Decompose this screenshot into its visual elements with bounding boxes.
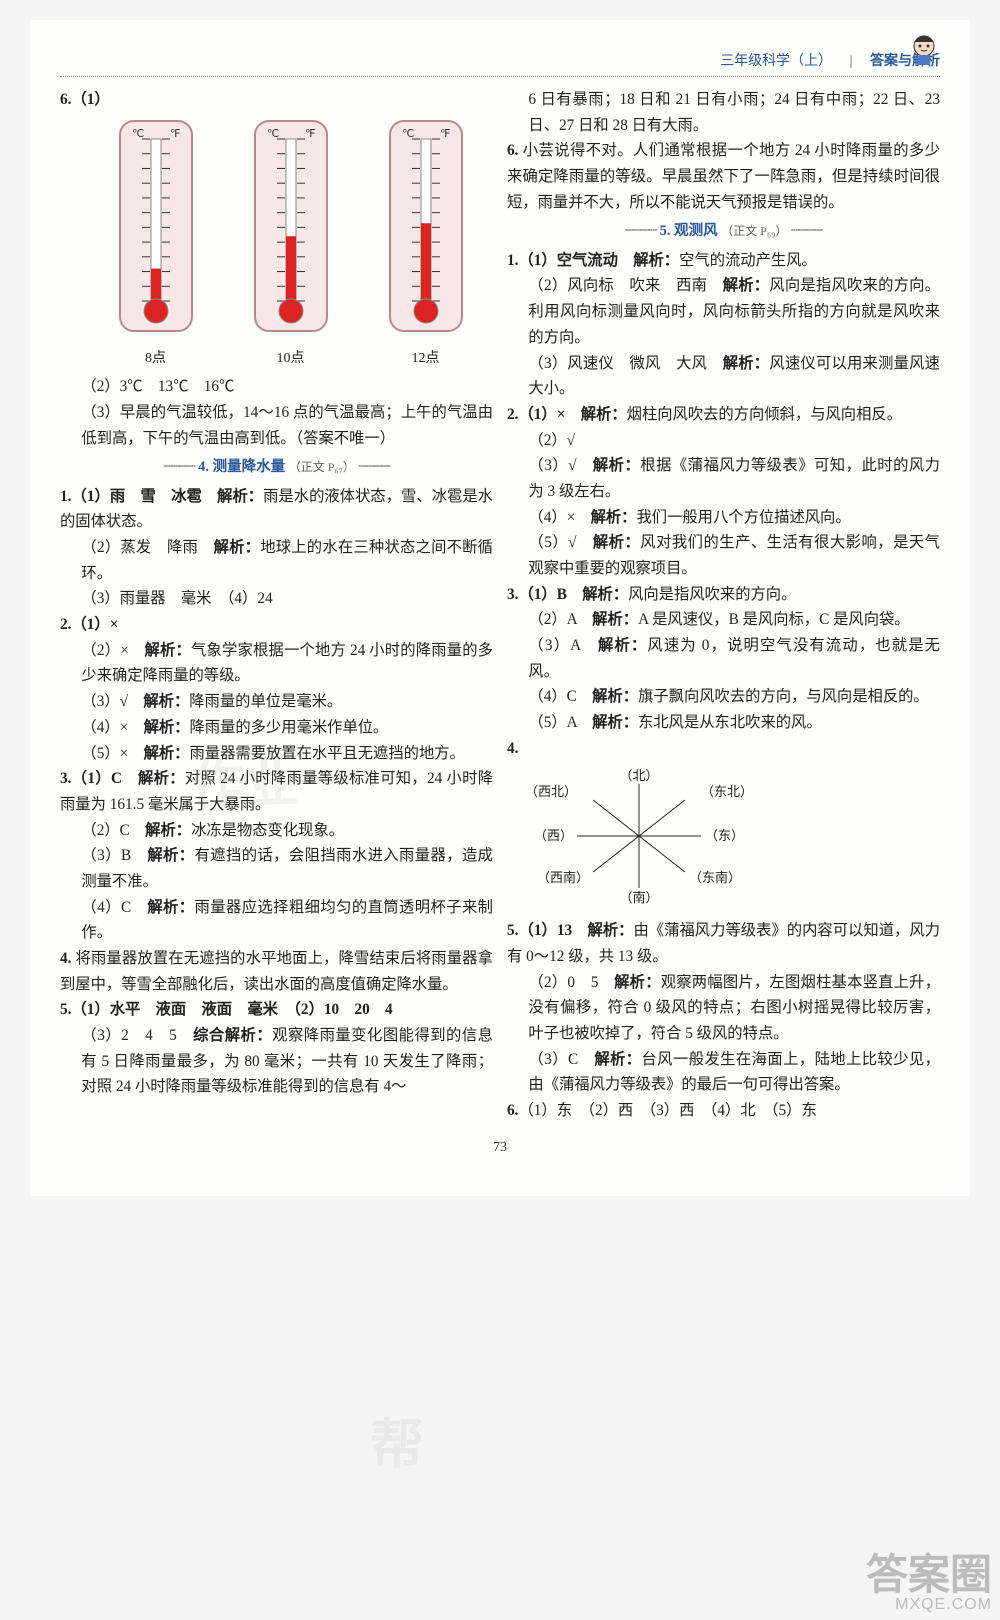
s5-3-1: 3.（1）B	[507, 586, 582, 603]
right-column: 6 日有暴雨；18 日和 21 日有小雨；24 日有中雨；22 日、23 日、2…	[507, 87, 940, 1124]
s4-5-3: （3）2 4 5	[81, 1027, 193, 1044]
s5-5-2: （2）0 5	[528, 974, 614, 991]
s5-5-3: （3）C	[528, 1051, 594, 1068]
sec4-title-text: 4. 测量降水量	[198, 459, 285, 475]
svg-text:（东）: （东）	[705, 828, 744, 843]
s4-3-4: （4）C	[81, 899, 147, 916]
svg-text:℉: ℉	[170, 128, 180, 140]
s4-2-3: （3）√	[81, 693, 143, 710]
svg-text:（北）: （北）	[619, 768, 658, 783]
s5-2-1: 2.（1）×	[507, 406, 581, 423]
s5-3-4: （4）C	[528, 688, 592, 705]
sec5-title-text: 5. 观测风	[660, 223, 718, 239]
sec5-ref: （正文 P₆₉）	[721, 224, 787, 238]
s5-1-1e: 空气的流动产生风。	[679, 252, 817, 269]
watermark-2: 帮	[370, 1400, 452, 1479]
svg-text:℉: ℉	[305, 128, 315, 140]
s4-5-1: 5.（1）水平 液面 液面 毫米 （2）10 20 4	[60, 1001, 393, 1018]
svg-text:（西）: （西）	[534, 828, 573, 843]
s4-2-1: 2.（1）×	[60, 616, 118, 633]
s5-3-4e: 旗子飘向风吹去的方向，与风向是相反的。	[638, 688, 929, 705]
section-5-title: ┈┈┈┈ 5. 观测风 （正文 P₆₉） ┈┈┈┈	[507, 219, 940, 243]
s5-1-3: （3）风速仪 微风 大风	[528, 355, 722, 372]
s5-3-2: （2）A	[528, 611, 592, 628]
r-cont: 6 日有暴雨；18 日和 21 日有小雨；24 日有中雨；22 日、23 日、2…	[507, 87, 940, 138]
s4-2-5: （5）×	[81, 745, 143, 762]
s4-1-1: 1.（1）雨 雪 冰雹	[60, 488, 217, 505]
s5-1-2: （2）风向标 吹来 西南	[528, 277, 722, 294]
thermo-3: ℃ ℉ 12点	[376, 115, 476, 371]
q6-3: （3）早晨的气温较低，14～16 点的气温最高；上午的气温由低到高，下午的气温由…	[60, 400, 493, 451]
mascot-icon	[902, 28, 946, 72]
s4-3-2e: 冰冻是物态变化现象。	[191, 822, 344, 839]
s5-3-3: （3）A	[528, 637, 598, 654]
s4-3-2: （2）C	[81, 822, 145, 839]
page-header: 三年级科学（上） | 答案与解析	[60, 50, 940, 77]
s4-2-5e: 雨量器需要放置在水平且无遮挡的地方。	[189, 745, 464, 762]
s5-2-2: （2）√	[507, 428, 940, 454]
s4-2-4e: 降雨量的多少用毫米作单位。	[189, 719, 388, 736]
s4-1-3: （3）雨量器 毫米 （4）24	[60, 586, 493, 612]
s5-2-4: （4）×	[528, 509, 590, 526]
section-4-title: ┈┈┈┈ 4. 测量降水量 （正文 P₆₇） ┈┈┈┈	[60, 455, 493, 479]
s5-6: （1）东 （2）西 （3）西 （4）北 （5）东	[518, 1102, 816, 1119]
page-number: 73	[60, 1140, 940, 1156]
svg-text:（东南）: （东南）	[689, 870, 741, 885]
svg-text:℃: ℃	[402, 128, 414, 140]
svg-text:℃: ℃	[132, 128, 144, 140]
svg-text:（西南）: （西南）	[537, 870, 589, 885]
s5-2-1e: 烟柱向风吹去的方向倾斜，与风向相反。	[627, 406, 902, 423]
compass-diagram: （北） （东北） （东） （东南） （南） （西南） （西） （西北）	[529, 766, 940, 915]
s5-3-5e: 东北风是从东北吹来的风。	[638, 714, 822, 731]
s5-2-3: （3）√	[528, 457, 592, 474]
s4-4: 将雨量器放置在无遮挡的水平地面上，降雪结束后将雨量器拿到屋中，等雪全部融化后，读…	[60, 950, 493, 993]
s5-3-5: （5）A	[528, 714, 592, 731]
thermo-2: ℃ ℉ 10点	[241, 115, 341, 371]
s5-4: 4.	[507, 740, 518, 757]
s5-3-2e: A 是风速仪，B 是风向标，C 是风向袋。	[638, 611, 910, 628]
q6-1-label: 6.（1）	[60, 91, 110, 108]
page: 三年级科学（上） | 答案与解析 6.（1） ℃ ℉ 8点 ℃ ℉	[30, 20, 970, 1196]
s5-2-5: （5）√	[528, 534, 592, 551]
s5-3-1e: 风向是指风吹来的方向。	[628, 586, 796, 603]
sec4-ref: （正文 P₆₇）	[289, 460, 355, 474]
svg-text:℃: ℃	[267, 128, 279, 140]
corner-wm-big: 答案圈	[866, 1554, 992, 1596]
corner-watermark: 答案圈 MXQE.COM	[866, 1554, 992, 1614]
left-column: 6.（1） ℃ ℉ 8点 ℃ ℉ 10点 ℃ ℉ 12点 （2）3℃ 13℃ 1…	[60, 87, 493, 1124]
r-s4-6: 小芸说得不对。人们通常根据一个地方 24 小时降雨量的多少来确定降雨量的等级。早…	[507, 142, 940, 210]
svg-text:（西北）: （西北）	[529, 784, 577, 799]
thermo-1: ℃ ℉ 8点	[106, 115, 206, 371]
svg-text:（南）: （南）	[619, 890, 658, 905]
thermometer-row: ℃ ℉ 8点 ℃ ℉ 10点 ℃ ℉ 12点	[88, 115, 493, 371]
corner-wm-small: MXQE.COM	[866, 1596, 992, 1614]
s4-2-3e: 降雨量的单位是毫米。	[189, 693, 342, 710]
subject-label: 三年级科学（上）	[720, 54, 832, 69]
q6-2: （2）3℃ 13℃ 16℃	[60, 374, 493, 400]
s5-1-1: 1.（1）空气流动	[507, 252, 633, 269]
s4-3-3: （3）B	[81, 847, 147, 864]
s4-2-2: （2）×	[81, 642, 144, 659]
s4-3-1: 3.（1）C	[60, 770, 138, 787]
svg-text:℉: ℉	[440, 128, 450, 140]
content-columns: 6.（1） ℃ ℉ 8点 ℃ ℉ 10点 ℃ ℉ 12点 （2）3℃ 13℃ 1…	[60, 87, 940, 1124]
svg-text:（东北）: （东北）	[701, 784, 749, 799]
s5-5-1: 5.（1）13	[507, 922, 588, 939]
s4-1-2: （2）蒸发 降雨	[81, 539, 213, 556]
s5-2-4e: 我们一般用八个方位描述风向。	[636, 509, 850, 526]
s4-2-4: （4）×	[81, 719, 143, 736]
